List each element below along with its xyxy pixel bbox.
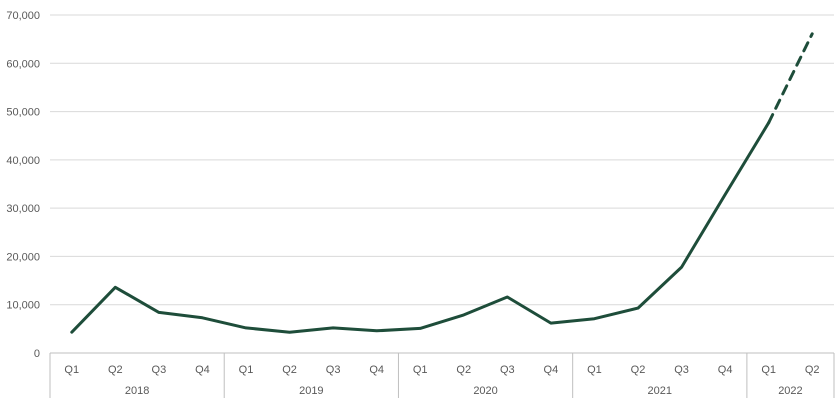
quarter-label: Q4 bbox=[544, 364, 559, 376]
y-tick-label: 30,000 bbox=[6, 203, 40, 215]
quarter-label: Q2 bbox=[805, 364, 820, 376]
quarter-label: Q3 bbox=[326, 364, 341, 376]
quarter-label: Q3 bbox=[152, 364, 167, 376]
year-label: 2021 bbox=[648, 385, 672, 397]
quarter-label: Q2 bbox=[282, 364, 297, 376]
quarter-label: Q3 bbox=[674, 364, 689, 376]
quarter-label: Q1 bbox=[239, 364, 254, 376]
series-line bbox=[70, 121, 771, 334]
quarter-label: Q1 bbox=[413, 364, 428, 376]
y-tick-label: 0 bbox=[34, 348, 40, 360]
y-tick-label: 10,000 bbox=[6, 300, 40, 312]
quarter-label: Q1 bbox=[64, 364, 79, 376]
y-axis-tick-labels: 0 10,000 20,000 30,000 40,000 50,000 60,000 70,… bbox=[6, 10, 40, 360]
y-tick-label: 70,000 bbox=[6, 10, 40, 22]
gridlines bbox=[50, 14, 834, 306]
year-label: 2022 bbox=[778, 385, 802, 397]
quarter-label: Q2 bbox=[456, 364, 471, 376]
quarter-label: Q4 bbox=[718, 364, 733, 376]
series-lines bbox=[70, 32, 814, 334]
y-tick-label: 20,000 bbox=[6, 251, 40, 263]
quarter-label: Q2 bbox=[631, 364, 646, 376]
series-line-projection bbox=[767, 32, 814, 125]
quarter-label: Q2 bbox=[108, 364, 123, 376]
quarter-label: Q1 bbox=[587, 364, 602, 376]
quarter-label: Q4 bbox=[369, 364, 384, 376]
year-label: 2019 bbox=[299, 385, 323, 397]
quarter-label: Q3 bbox=[500, 364, 515, 376]
y-tick-label: 40,000 bbox=[6, 155, 40, 167]
y-tick-label: 50,000 bbox=[6, 107, 40, 119]
quarter-label: Q1 bbox=[761, 364, 776, 376]
year-label: 2020 bbox=[473, 385, 497, 397]
x-axis: Q1 Q2 Q3 Q4 2018 Q1 Q2 Q3 Q4 2019 Q1 Q2 Q3 Q4 2020 Q1 Q2… bbox=[49, 352, 835, 398]
year-label: 2018 bbox=[125, 385, 149, 397]
quarter-label: Q4 bbox=[195, 364, 210, 376]
y-tick-label: 60,000 bbox=[6, 58, 40, 70]
